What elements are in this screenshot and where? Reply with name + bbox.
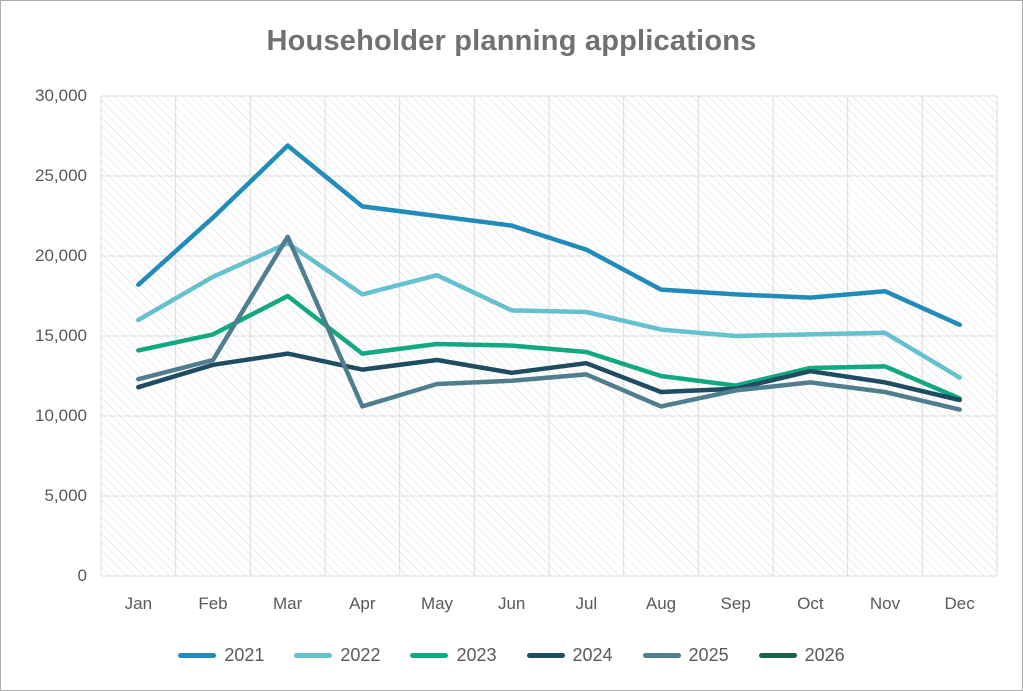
- x-tick-label: Feb: [198, 594, 228, 613]
- legend-item-2021: 2021: [178, 645, 264, 666]
- legend-label-2025: 2025: [688, 645, 729, 665]
- x-tick-label: May: [420, 594, 454, 613]
- series-line-2024: [136, 351, 962, 403]
- legend-item-2023: 2023: [410, 645, 497, 666]
- legend-swatch-2023: [410, 653, 449, 658]
- y-tick-label: 15,000: [35, 326, 87, 345]
- legend-label-2022: 2022: [340, 645, 381, 665]
- legend: 2021 2022 2023 2024 2025 2026: [1, 645, 1022, 666]
- legend-swatch-2025: [642, 653, 681, 658]
- y-tick-label: 25,000: [35, 166, 87, 185]
- legend-swatch-2026: [758, 653, 797, 658]
- series-line-2023: [136, 293, 962, 401]
- legend-swatch-2022: [294, 653, 333, 658]
- gridlines: [100, 95, 998, 577]
- x-tick-label: Sep: [720, 594, 751, 613]
- legend-swatch-2024: [526, 653, 565, 658]
- legend-label-2021: 2021: [224, 645, 265, 665]
- chart-title: Householder planning applications: [266, 25, 757, 57]
- x-tick-label: Aug: [645, 594, 677, 613]
- legend-label-2026: 2026: [804, 645, 845, 665]
- y-tick-label: 20,000: [35, 246, 87, 265]
- legend-item-2022: 2022: [294, 645, 380, 666]
- y-tick-label: 30,000: [35, 86, 87, 105]
- y-tick-label: 10,000: [35, 406, 87, 425]
- x-tick-label: Mar: [273, 594, 303, 613]
- y-tick-label: 0: [77, 566, 87, 585]
- series-line-2025: [136, 234, 962, 412]
- x-tick-label: Apr: [349, 594, 376, 613]
- legend-swatch-2021: [178, 653, 217, 658]
- x-tick-label: Jul: [575, 594, 598, 613]
- y-tick-label: 5,000: [44, 486, 87, 505]
- x-tick-label: Jan: [124, 594, 153, 613]
- x-tick-label: Jun: [497, 594, 526, 613]
- legend-label-2024: 2024: [572, 645, 613, 665]
- legend-label-2023: 2023: [456, 645, 497, 665]
- legend-item-2024: 2024: [526, 645, 613, 666]
- x-tick-label: Nov: [869, 594, 901, 613]
- x-tick-label: Dec: [944, 594, 975, 613]
- legend-item-2025: 2025: [642, 645, 729, 666]
- series-line-2021: [136, 143, 962, 328]
- legend-item-2026: 2026: [758, 645, 845, 666]
- series-line-2022: [136, 240, 962, 380]
- x-tick-label: Oct: [797, 594, 824, 613]
